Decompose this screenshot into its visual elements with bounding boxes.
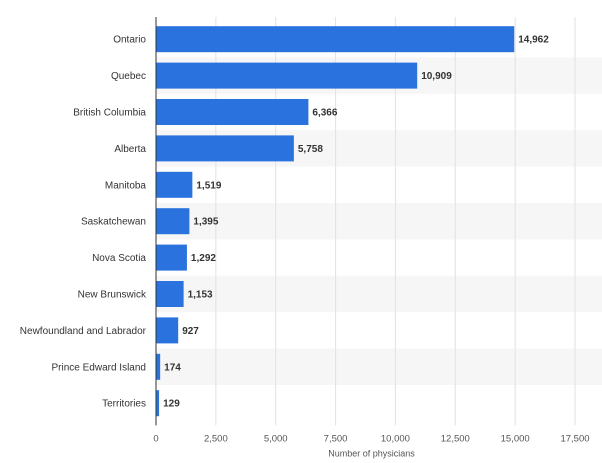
data-label: 1,395	[193, 217, 218, 228]
bar	[156, 208, 190, 235]
data-label: 10,909	[421, 71, 452, 82]
row-band	[156, 348, 602, 385]
bar	[156, 26, 515, 53]
bar	[156, 62, 418, 89]
category-label: Manitoba	[105, 180, 147, 191]
x-tick-labels: 0 2,500 5,000 7,500 10,000 12,500 15,000 17,500	[153, 433, 589, 444]
x-tick-label: 5,000	[264, 433, 288, 444]
category-label: Alberta	[114, 144, 146, 155]
data-label: 129	[163, 399, 180, 410]
data-label: 1,153	[188, 290, 213, 301]
data-label: 5,758	[298, 144, 323, 155]
data-label: 14,962	[518, 35, 549, 46]
category-label: British Columbia	[73, 108, 146, 119]
bar	[156, 244, 187, 271]
x-tick-label: 7,500	[324, 433, 348, 444]
data-label: 1,292	[191, 253, 216, 264]
category-label: Territories	[102, 399, 146, 410]
bar	[156, 317, 179, 344]
x-tick-label: 0	[153, 433, 158, 444]
row-bands	[156, 57, 602, 385]
row-band	[156, 275, 602, 313]
bar	[156, 281, 184, 307]
x-tick-label: 17,500	[560, 433, 589, 444]
data-label: 174	[164, 362, 181, 373]
bar	[156, 99, 309, 125]
x-tick-label: 10,000	[381, 433, 410, 444]
data-label: 6,366	[312, 108, 337, 119]
category-label: Nova Scotia	[92, 253, 146, 264]
row-band	[156, 203, 602, 240]
bar	[156, 390, 160, 417]
bar	[156, 171, 193, 198]
bars	[156, 26, 515, 417]
x-tick-label: 15,000	[501, 433, 530, 444]
bar	[156, 135, 294, 162]
x-tick-label: 12,500	[441, 433, 470, 444]
category-labels: Ontario Quebec British Columbia Alberta Mani…	[20, 35, 147, 410]
category-label: Prince Edward Island	[52, 362, 147, 373]
category-label: Ontario	[113, 35, 146, 46]
x-axis-title: Number of physicians	[328, 448, 415, 458]
category-label: Newfoundland and Labrador	[20, 326, 147, 337]
category-label: Quebec	[111, 71, 146, 82]
data-labels: 14,962 10,909 6,366 5,758 1,519 1,395 1,292 1,1…	[163, 35, 549, 410]
category-label: Saskatchewan	[81, 217, 146, 228]
x-tick-label: 2,500	[204, 433, 228, 444]
bar	[156, 353, 161, 380]
data-label: 927	[182, 326, 199, 337]
category-label: New Brunswick	[78, 290, 147, 301]
data-label: 1,519	[196, 180, 221, 191]
